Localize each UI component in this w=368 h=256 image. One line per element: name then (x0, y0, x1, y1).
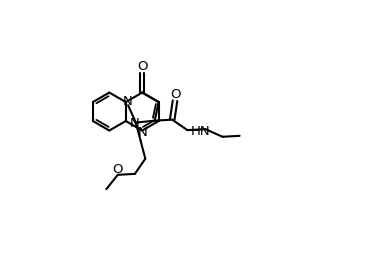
Text: N: N (137, 126, 147, 139)
Text: HN: HN (191, 125, 211, 138)
Text: O: O (112, 163, 123, 176)
Text: O: O (170, 88, 181, 101)
Text: N: N (130, 117, 139, 130)
Text: O: O (137, 60, 148, 73)
Text: N: N (123, 95, 133, 108)
